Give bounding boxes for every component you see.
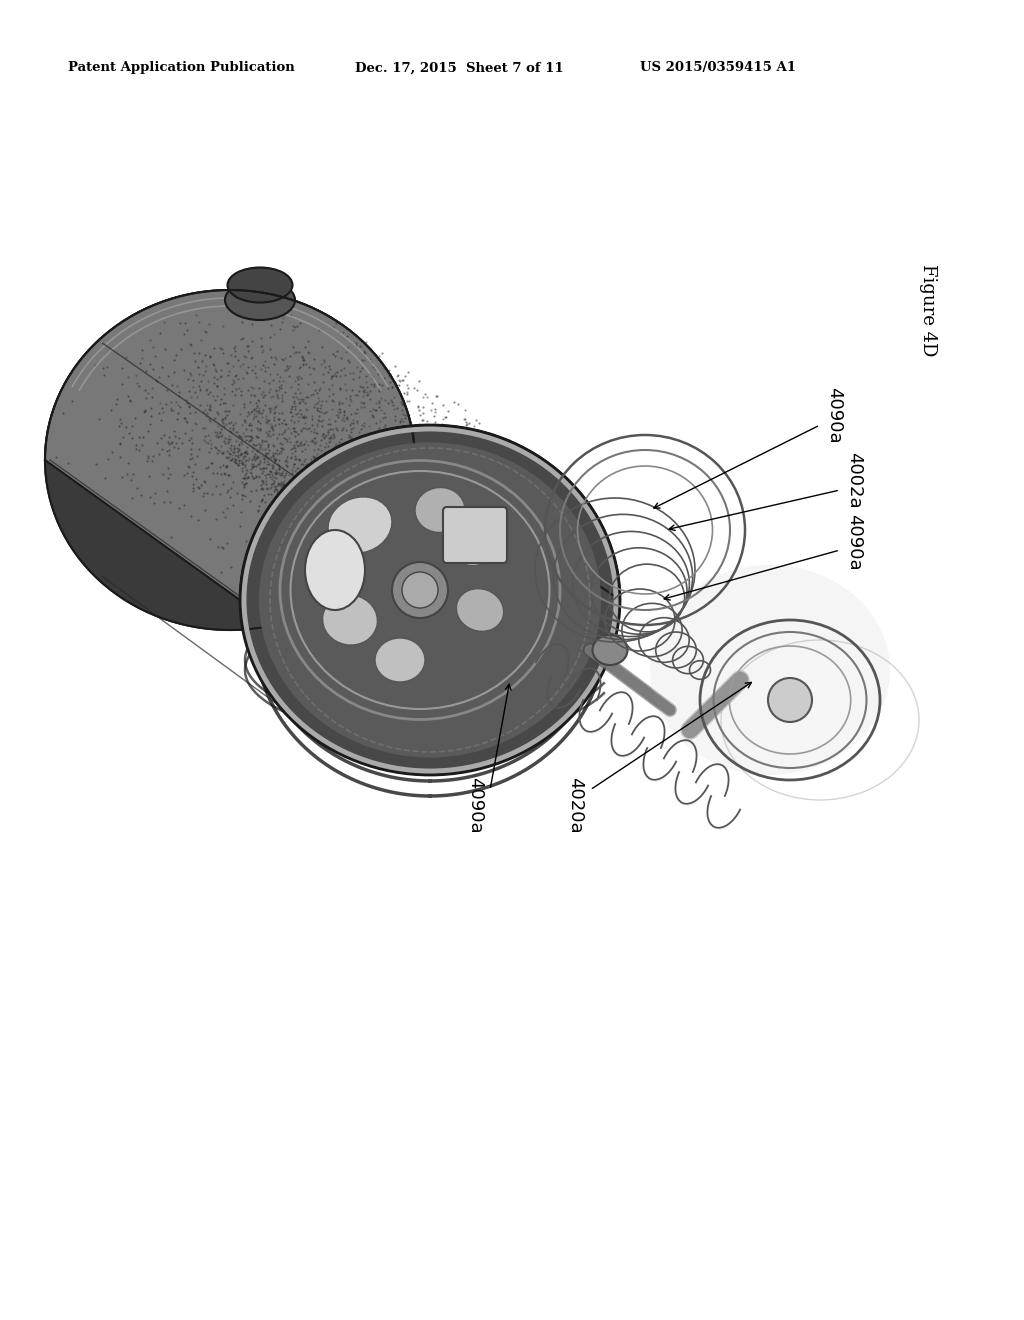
FancyBboxPatch shape <box>443 507 507 564</box>
Ellipse shape <box>240 425 620 775</box>
Circle shape <box>402 572 438 609</box>
Text: 4090a: 4090a <box>825 387 843 444</box>
Polygon shape <box>45 459 620 775</box>
Ellipse shape <box>45 290 415 630</box>
Text: 4090a: 4090a <box>845 513 863 570</box>
Text: Dec. 17, 2015  Sheet 7 of 11: Dec. 17, 2015 Sheet 7 of 11 <box>355 62 563 74</box>
Text: US 2015/0359415 A1: US 2015/0359415 A1 <box>640 62 796 74</box>
Ellipse shape <box>650 565 890 775</box>
Text: Patent Application Publication: Patent Application Publication <box>68 62 295 74</box>
Ellipse shape <box>328 496 392 553</box>
Ellipse shape <box>259 442 601 758</box>
Text: Figure 4D: Figure 4D <box>919 264 937 356</box>
Ellipse shape <box>375 638 425 682</box>
Ellipse shape <box>227 268 293 302</box>
Text: 4090a: 4090a <box>466 776 484 833</box>
Ellipse shape <box>415 487 465 532</box>
Text: 4002a: 4002a <box>845 451 863 508</box>
Ellipse shape <box>323 595 378 645</box>
Ellipse shape <box>315 541 355 578</box>
Ellipse shape <box>453 524 497 566</box>
Ellipse shape <box>593 635 628 665</box>
Polygon shape <box>45 290 620 601</box>
Ellipse shape <box>225 280 295 319</box>
Circle shape <box>392 562 449 618</box>
Ellipse shape <box>305 531 365 610</box>
Circle shape <box>768 678 812 722</box>
Text: 4020a: 4020a <box>566 776 584 833</box>
Ellipse shape <box>457 589 504 631</box>
